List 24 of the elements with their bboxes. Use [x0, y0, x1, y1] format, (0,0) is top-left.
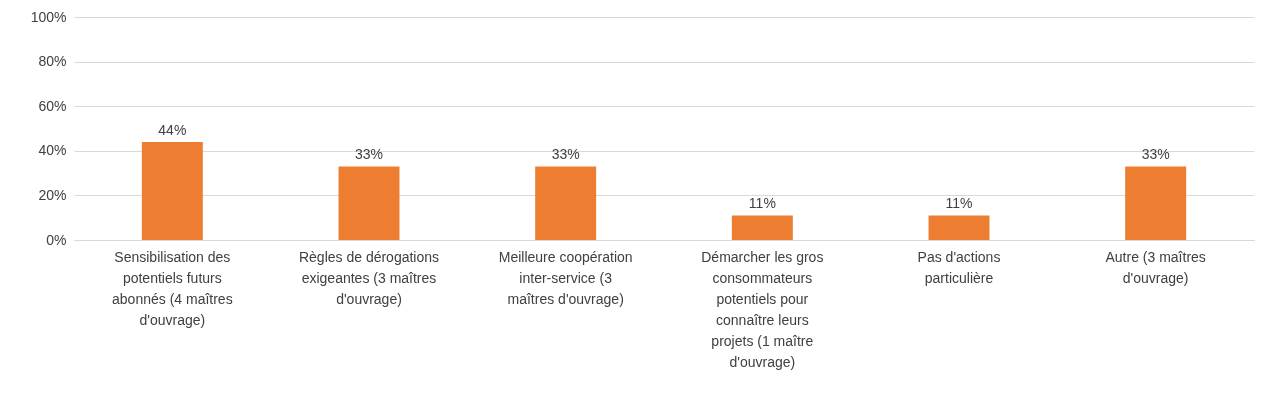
x-tick-label: Meilleure coopération inter-service (3 maîtres d'ouvrage): [498, 248, 633, 307]
bar: [338, 166, 400, 240]
data-label: 11%: [748, 195, 776, 212]
data-label: 33%: [354, 146, 384, 163]
bar: [928, 215, 990, 240]
bar: [141, 141, 203, 240]
bar: [1125, 166, 1187, 240]
data-label: 44%: [158, 121, 187, 138]
x-tick-label: Pas d'actions particulière: [917, 248, 1001, 286]
x-tick-label: Sensibilisation des potentiels futurs abonnés (4 maîtres d'ouvrage): [112, 248, 233, 328]
y-tick-label: 60%: [38, 97, 67, 114]
bar: [535, 166, 597, 240]
bar: [731, 215, 793, 240]
y-tick-label: 100%: [30, 8, 67, 25]
y-tick-label: 40%: [38, 142, 67, 159]
x-tick-label: Autre (3 maîtres d'ouvrage): [1105, 248, 1206, 286]
data-label: 33%: [551, 146, 580, 163]
y-tick-label: 20%: [38, 186, 67, 203]
data-label: 11%: [945, 195, 973, 212]
y-tick-label: 80%: [38, 53, 67, 70]
x-tick-label: Règles de dérogations exigeantes (3 maîtres d'ouvrage): [298, 248, 440, 307]
x-tick-label: Démarcher les gros consommateurs potentiels pour connaître leurs projets (1 maître d'ouvrage): [701, 248, 824, 370]
y-tick-label: 0%: [46, 231, 67, 248]
data-label: 33%: [1141, 146, 1170, 163]
